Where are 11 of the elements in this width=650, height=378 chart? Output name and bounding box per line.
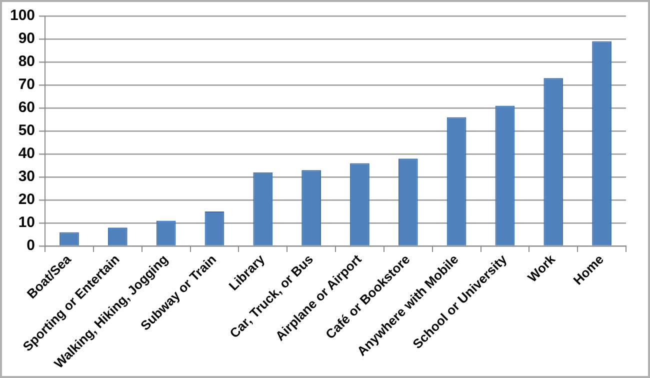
y-tick-label: 40 <box>18 145 36 162</box>
y-tick-label: 60 <box>18 99 36 116</box>
y-tick-label: 100 <box>10 7 36 24</box>
y-tick-label: 30 <box>18 168 36 186</box>
y-tick-label: 10 <box>18 214 36 232</box>
y-tick-label: 90 <box>18 30 36 48</box>
y-tick-label: 20 <box>18 191 36 208</box>
y-tick-label: 70 <box>18 76 36 94</box>
y-tick-label: 50 <box>18 122 36 140</box>
y-tick-label: 80 <box>18 53 36 70</box>
y-tick-label: 0 <box>26 237 36 254</box>
